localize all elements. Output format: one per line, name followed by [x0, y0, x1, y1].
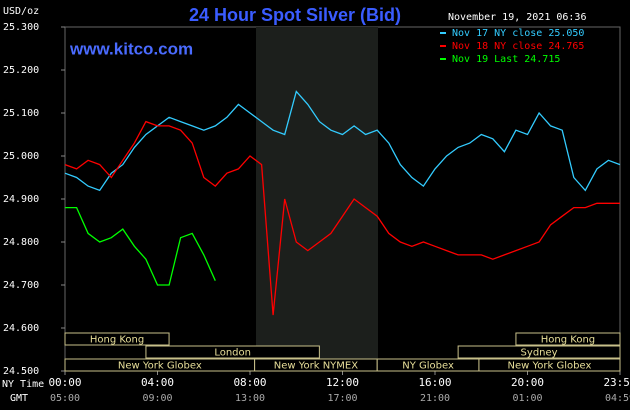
session-box	[478, 358, 621, 372]
y-axis-label: USD/oz	[3, 6, 39, 17]
x2-axis-label: GMT	[10, 393, 28, 404]
session-box	[145, 345, 320, 359]
y-tick-label: 25.000	[3, 151, 39, 162]
y-tick-label: 24.900	[3, 194, 39, 205]
session-label: Sydney	[521, 348, 558, 359]
chart-title: 24 Hour Spot Silver (Bid)	[189, 5, 401, 25]
y-tick-label: 25.200	[3, 65, 39, 76]
y-tick-label: 24.600	[3, 323, 39, 334]
y-tick-label: 24.500	[3, 366, 39, 377]
legend-label: Nov 17 NY close 25.050	[452, 28, 584, 39]
nymex-shade	[256, 27, 378, 371]
y-tick-label: 24.700	[3, 280, 39, 291]
x-tick-label: 08:00	[233, 376, 266, 389]
gmt-tick-label: 09:00	[142, 393, 172, 404]
y-tick-label: 25.300	[3, 22, 39, 33]
session-label: New York NYMEX	[274, 361, 359, 372]
y-tick-label: 25.100	[3, 108, 39, 119]
x-tick-label: 16:00	[418, 376, 451, 389]
website: www.kitco.com	[69, 39, 193, 58]
session-label: NY Globex	[402, 361, 454, 372]
x-axis-label: NY Time	[2, 379, 44, 390]
x-tick-label: 04:00	[141, 376, 174, 389]
gmt-tick-label: 01:00	[512, 393, 542, 404]
session-box	[515, 332, 621, 346]
gmt-tick-label: 21:00	[420, 393, 450, 404]
session-box	[457, 345, 621, 359]
timestamp: November 19, 2021 06:36	[448, 12, 586, 23]
x-tick-label: 00:00	[48, 376, 81, 389]
series-line	[65, 206, 216, 286]
x-tick-label: 23:59	[603, 376, 630, 389]
gmt-tick-label: 13:00	[235, 393, 265, 404]
session-label: London	[214, 348, 251, 359]
session-label: New York Globex	[508, 361, 592, 372]
session-box	[64, 332, 170, 346]
series-line	[64, 120, 620, 316]
session-label: New York Globex	[118, 361, 202, 372]
gmt-tick-label: 05:00	[50, 393, 80, 404]
gmt-tick-label: 04:59	[605, 393, 630, 404]
x-tick-label: 20:00	[511, 376, 544, 389]
session-label: Hong Kong	[90, 335, 144, 346]
gmt-tick-label: 17:00	[327, 393, 357, 404]
y-tick-label: 24.800	[3, 237, 39, 248]
legend-label: Nov 18 NY close 24.765	[452, 41, 584, 52]
x-tick-label: 12:00	[326, 376, 359, 389]
legend-label: Nov 19 Last 24.715	[452, 54, 560, 65]
session-label: Hong Kong	[541, 335, 595, 346]
